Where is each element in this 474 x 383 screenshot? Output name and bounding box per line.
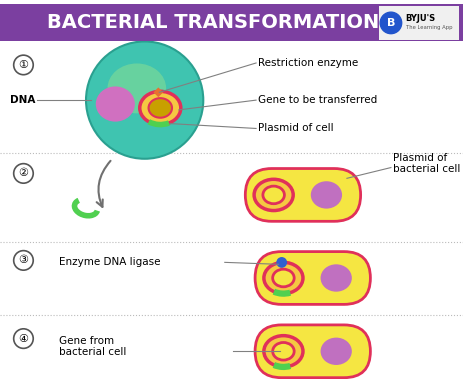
FancyBboxPatch shape	[255, 252, 370, 304]
Circle shape	[380, 12, 401, 34]
Text: Gene from
bacterial cell: Gene from bacterial cell	[59, 336, 126, 357]
Ellipse shape	[148, 98, 172, 118]
FancyBboxPatch shape	[379, 6, 459, 39]
Ellipse shape	[140, 91, 181, 124]
Ellipse shape	[96, 87, 135, 122]
Ellipse shape	[273, 269, 294, 287]
Text: ②: ②	[18, 169, 28, 178]
Ellipse shape	[254, 179, 293, 211]
Ellipse shape	[263, 186, 284, 204]
Text: BACTERIAL TRANSFORMATION: BACTERIAL TRANSFORMATION	[47, 13, 379, 33]
Ellipse shape	[273, 342, 294, 360]
Circle shape	[86, 41, 203, 159]
Circle shape	[14, 329, 33, 349]
Ellipse shape	[311, 181, 342, 209]
Text: BYJU'S: BYJU'S	[406, 13, 436, 23]
Circle shape	[14, 55, 33, 75]
Text: Enzyme DNA ligase: Enzyme DNA ligase	[59, 257, 160, 267]
Text: ④: ④	[18, 334, 28, 344]
Circle shape	[14, 250, 33, 270]
FancyBboxPatch shape	[0, 4, 463, 41]
Text: Gene to be transferred: Gene to be transferred	[258, 95, 377, 105]
Ellipse shape	[264, 336, 303, 367]
FancyBboxPatch shape	[255, 325, 370, 378]
Ellipse shape	[108, 64, 166, 113]
Ellipse shape	[320, 264, 352, 292]
Text: Plasmid of
bacterial cell: Plasmid of bacterial cell	[393, 153, 460, 174]
Text: ③: ③	[18, 255, 28, 265]
Text: B: B	[387, 18, 395, 28]
Circle shape	[14, 164, 33, 183]
Ellipse shape	[264, 262, 303, 294]
Text: ①: ①	[18, 60, 28, 70]
Text: Plasmid of cell: Plasmid of cell	[258, 123, 334, 133]
Text: The Learning App: The Learning App	[406, 25, 452, 30]
Text: DNA: DNA	[10, 95, 35, 105]
FancyBboxPatch shape	[246, 169, 361, 221]
Ellipse shape	[320, 337, 352, 365]
Circle shape	[276, 257, 287, 268]
Text: Restriction enzyme: Restriction enzyme	[258, 58, 358, 68]
Polygon shape	[154, 87, 163, 97]
